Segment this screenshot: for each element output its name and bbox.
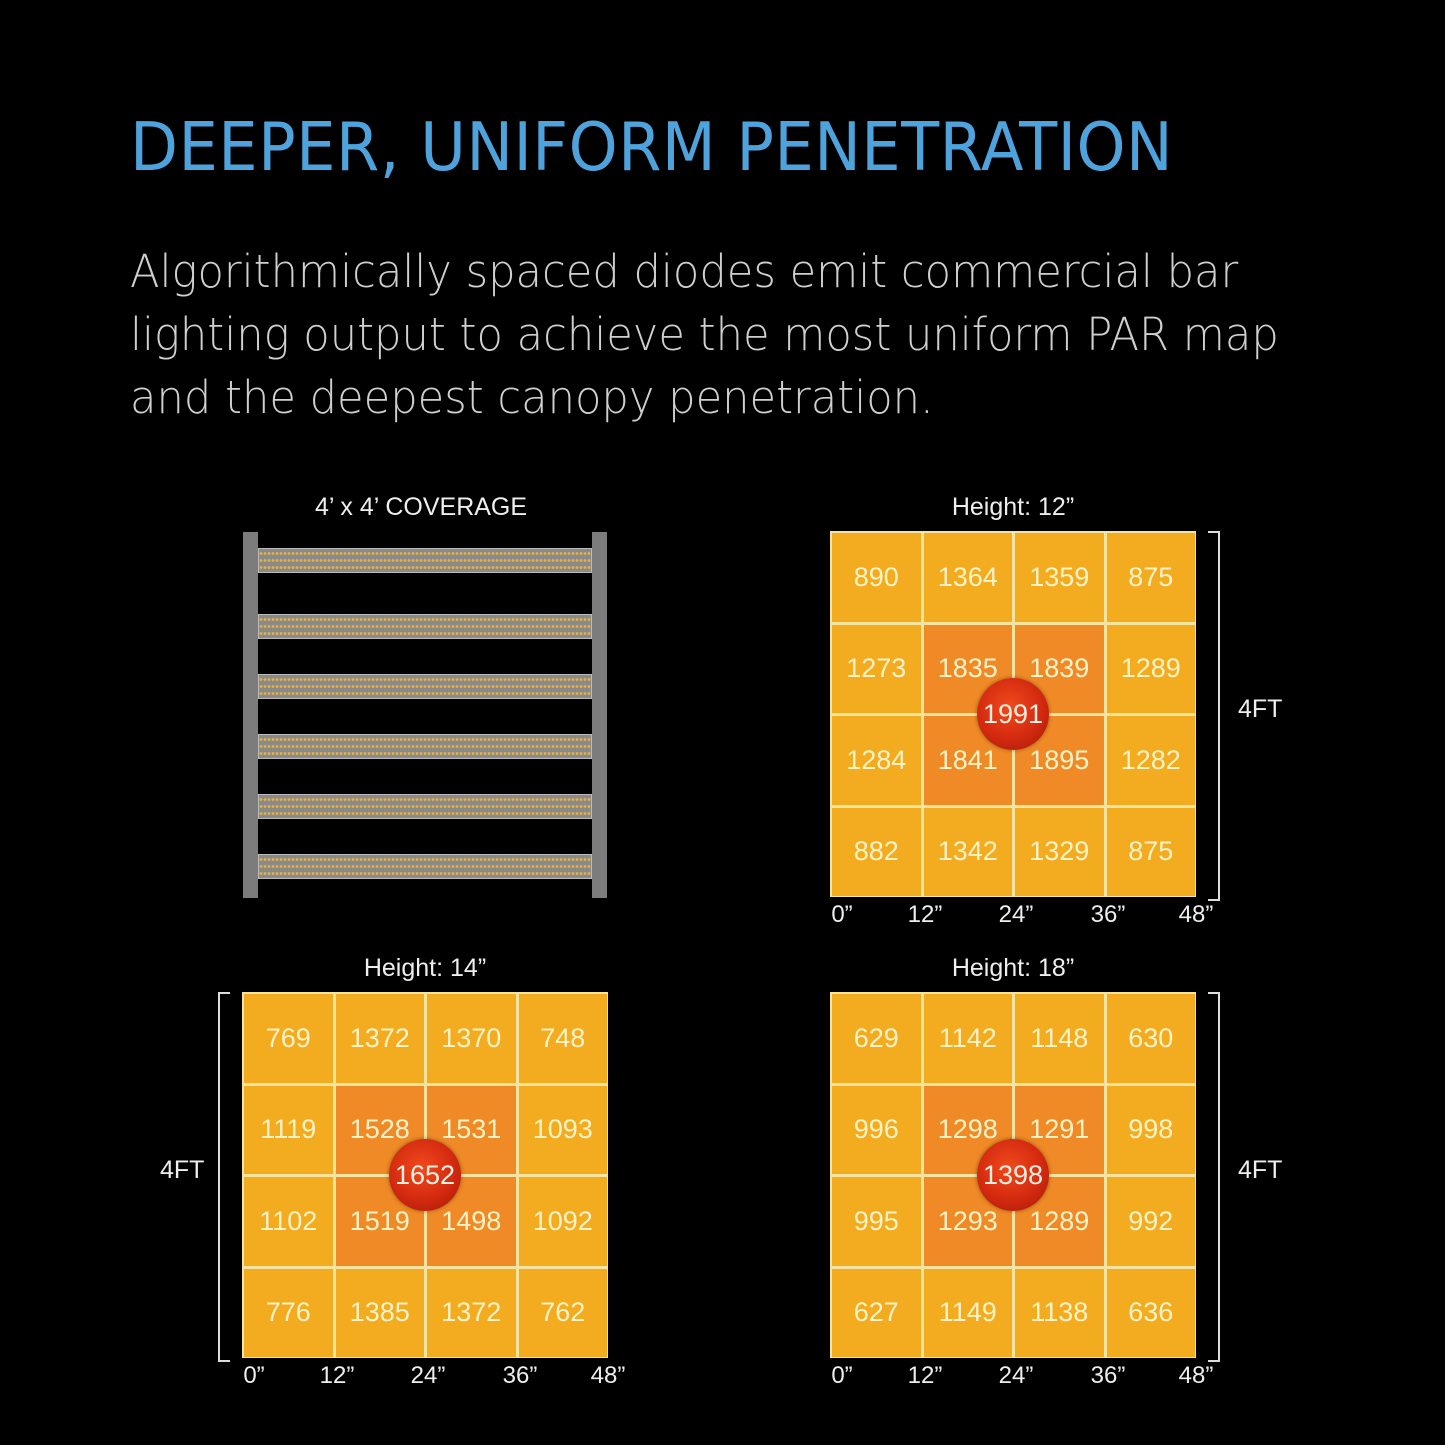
- heatmap-title: Height: 14”: [363, 954, 487, 982]
- heatmap-title: Height: 12”: [951, 493, 1075, 521]
- x-tick-label: 24”: [998, 1362, 1034, 1389]
- page-title: DEEPER, UNIFORM PENETRATION: [130, 108, 1174, 186]
- x-tick-label: 48”: [1178, 1362, 1214, 1389]
- heatmap-cell: 629: [832, 994, 921, 1083]
- heatmap-cell: 875: [1106, 807, 1195, 896]
- heatmap-cell: 1835: [923, 624, 1012, 713]
- led-bar: [258, 794, 592, 819]
- side-label: 4FT: [1238, 695, 1283, 723]
- x-tick-label: 12”: [907, 1362, 943, 1389]
- heatmap-cell: 1372: [427, 1268, 516, 1357]
- heatmap-cell: 1102: [244, 1177, 333, 1266]
- led-bar: [258, 614, 592, 639]
- peak-value: 1398: [977, 1139, 1049, 1211]
- heatmap-title: Height: 18”: [951, 954, 1075, 982]
- heatmap-cell: 890: [832, 533, 921, 622]
- peak-value: 1652: [389, 1139, 461, 1211]
- x-tick-label: 0”: [831, 1362, 853, 1389]
- led-bar: [258, 854, 592, 879]
- heatmap-cell: 882: [832, 807, 921, 896]
- heatmap-cell: 762: [518, 1268, 607, 1357]
- heatmap-cell: 1385: [335, 1268, 424, 1357]
- led-bar: [258, 548, 592, 573]
- heatmap-cell: 1282: [1106, 716, 1195, 805]
- x-tick-label: 24”: [410, 1362, 446, 1389]
- fixture-rail-left: [243, 532, 258, 898]
- heatmap-cell: 630: [1106, 994, 1195, 1083]
- heatmap-cell: 1148: [1015, 994, 1104, 1083]
- heatmap-grid: 629 1142 1148 630 996 1298 1291 998 995 1293 1289 9…: [830, 992, 1196, 1358]
- heatmap-cell: 1149: [923, 1268, 1012, 1357]
- heatmap-cell: 1342: [923, 807, 1012, 896]
- x-tick-label: 0”: [243, 1362, 265, 1389]
- heatmap-cell: 1519: [335, 1177, 424, 1266]
- heatmap-cell: 776: [244, 1268, 333, 1357]
- heatmap-cell: 1273: [832, 624, 921, 713]
- heatmap-grid: 890 1364 1359 875 1273 1835 1839 1289 1284 1841 18…: [830, 531, 1196, 897]
- x-tick-label: 48”: [590, 1362, 626, 1389]
- heatmap-cell: 1291: [1015, 1085, 1104, 1174]
- x-tick-label: 36”: [1090, 1362, 1126, 1389]
- led-bar: [258, 674, 592, 699]
- heatmap-grid: 769 1372 1370 748 1119 1528 1531 1093 1102 1519 14…: [242, 992, 608, 1358]
- side-label: 4FT: [1238, 1156, 1283, 1184]
- heatmap-cell: 1138: [1015, 1268, 1104, 1357]
- heatmap-cell: 1142: [923, 994, 1012, 1083]
- heatmap-cell: 1284: [832, 716, 921, 805]
- heatmap-cell: 1329: [1015, 807, 1104, 896]
- side-label: 4FT: [160, 1156, 205, 1184]
- heatmap-cell: 1093: [518, 1085, 607, 1174]
- heatmap-cell: 1359: [1015, 533, 1104, 622]
- led-bar: [258, 734, 592, 759]
- heatmap-cell: 1289: [1106, 624, 1195, 713]
- description: Algorithmically spaced diodes emit comme…: [130, 245, 1279, 424]
- heatmap-cell: 1498: [427, 1177, 516, 1266]
- x-tick-label: 0”: [831, 901, 853, 928]
- heatmap-cell: 1289: [1015, 1177, 1104, 1266]
- dimension-bracket: [1208, 992, 1220, 1362]
- heatmap-cell: 636: [1106, 1268, 1195, 1357]
- heatmap-cell: 1092: [518, 1177, 607, 1266]
- x-tick-label: 36”: [502, 1362, 538, 1389]
- heatmap-cell: 769: [244, 994, 333, 1083]
- heatmap-cell: 1364: [923, 533, 1012, 622]
- fixture-rail-right: [592, 532, 607, 898]
- heatmap-cell: 1372: [335, 994, 424, 1083]
- x-tick-label: 24”: [998, 901, 1034, 928]
- dimension-bracket: [1208, 531, 1220, 901]
- x-tick-label: 36”: [1090, 901, 1126, 928]
- heatmap-cell: 1119: [244, 1085, 333, 1174]
- coverage-label: 4’ x 4’ COVERAGE: [314, 493, 528, 521]
- heatmap-cell: 627: [832, 1268, 921, 1357]
- heatmap-cell: 996: [832, 1085, 921, 1174]
- heatmap-cell: 875: [1106, 533, 1195, 622]
- dimension-bracket: [218, 992, 230, 1362]
- heatmap-cell: 748: [518, 994, 607, 1083]
- heatmap-cell: 998: [1106, 1085, 1195, 1174]
- x-tick-label: 48”: [1178, 901, 1214, 928]
- heatmap-cell: 995: [832, 1177, 921, 1266]
- heatmap-cell: 1370: [427, 994, 516, 1083]
- peak-value: 1991: [977, 678, 1049, 750]
- x-tick-label: 12”: [319, 1362, 355, 1389]
- x-tick-label: 12”: [907, 901, 943, 928]
- heatmap-cell: 992: [1106, 1177, 1195, 1266]
